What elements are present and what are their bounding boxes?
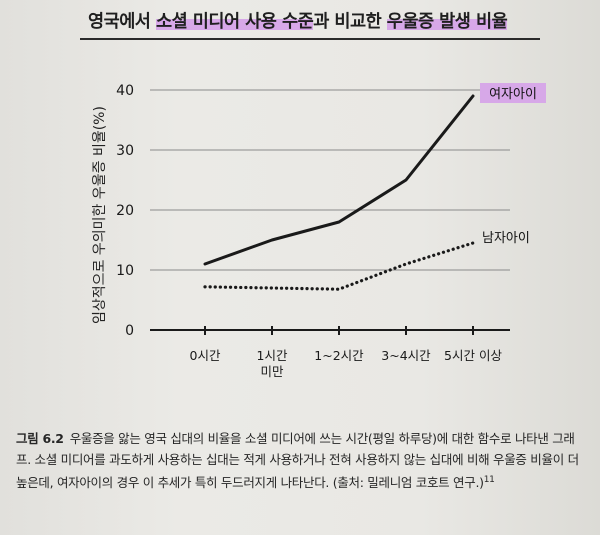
y-axis-label: 임상적으로 우의미한 우울증 비율(%): [92, 106, 108, 324]
x-tick-labels: 0시간 1시간미만 1~2시간 3~4시간 5시간 이상: [190, 348, 503, 379]
caption-footnote: 11: [484, 475, 495, 485]
y-tick-label: 0: [125, 323, 134, 339]
x-tick-label: 5시간 이상: [444, 348, 502, 363]
series-label-boys: 남자아이: [482, 231, 530, 246]
y-tick-labels: 0 10 20 30 40: [116, 83, 134, 339]
x-tick-label: 0시간: [190, 348, 221, 363]
y-tick-label: 40: [116, 83, 134, 99]
series-label-girls: 여자아이: [489, 87, 537, 102]
series-girls-line: [205, 96, 473, 264]
x-tick-label: 3~4시간: [381, 348, 431, 363]
series-lines: [205, 96, 473, 289]
x-tick-label: 1시간미만: [257, 348, 288, 379]
line-chart: 0 10 20 30 40 0시간 1시간미만 1~2시간 3~4시간 5시간 이상 여자아이남…: [0, 0, 600, 420]
y-tick-label: 10: [116, 263, 134, 279]
figure-caption: 그림 6.2우울증을 앓는 영국 십대의 비율을 소셜 미디어에 쓰는 시간(평…: [16, 428, 586, 493]
series-labels: 여자아이남자아이: [480, 83, 546, 246]
y-tick-label: 20: [116, 203, 134, 219]
y-tick-label: 30: [116, 143, 134, 159]
figure-label: 그림 6.2: [16, 431, 64, 446]
x-tick-label: 1~2시간: [314, 348, 364, 363]
x-axis: [150, 326, 510, 335]
